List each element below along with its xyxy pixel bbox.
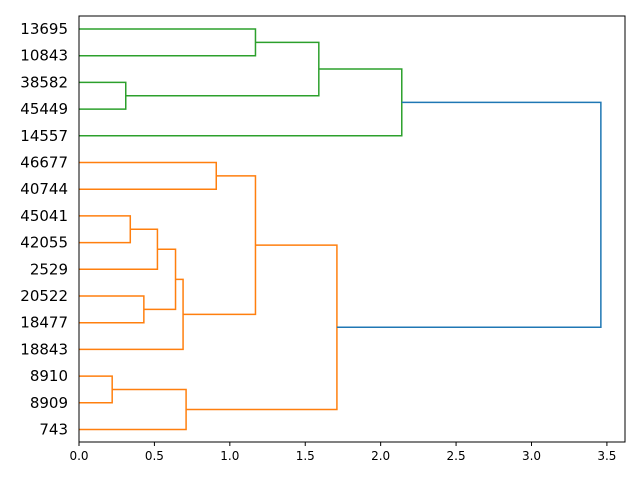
x-tick-label: 3.0 [522,449,541,463]
leaf-label: 10843 [20,47,68,65]
dendrogram-links [79,28,602,431]
dendrogram-link [79,388,187,431]
leaf-label: 8910 [30,367,68,385]
dendrogram-link [79,81,127,110]
leaf-labels: 13695 10843 38582 45449 14557 46677 40744 45041… [20,20,68,439]
dendrogram-link [183,175,257,316]
leaf-label: 46677 [20,154,68,172]
dendrogram-link [79,161,218,190]
dendrogram-link [79,278,184,351]
plot-frame [78,15,626,443]
dendrogram-link [79,68,403,137]
dendrogram-link [79,28,257,57]
dendrogram-link [125,41,320,97]
x-tick-label: 2.0 [371,449,390,463]
dendrogram-link [79,228,159,271]
dendrogram-link [186,244,338,411]
x-axis-ticks: 0.0 0.5 1.0 1.5 2.0 2.5 3.0 3.5 [69,442,616,463]
leaf-label: 18843 [20,340,68,358]
leaf-label: 18477 [20,314,68,332]
leaf-label: 2529 [30,260,68,278]
leaf-label: 42055 [20,234,68,252]
dendrogram-link [79,295,145,324]
leaf-label: 45041 [20,207,68,225]
leaf-label: 20522 [20,287,68,305]
dendrogram-link [336,101,602,329]
leaf-label: 38582 [20,73,68,91]
dendrogram-link [79,375,113,404]
x-tick-label: 1.5 [296,449,315,463]
leaf-label: 8909 [30,394,68,412]
x-tick-label: 1.0 [220,449,239,463]
leaf-label: 14557 [20,127,68,145]
x-tick-label: 2.5 [447,449,466,463]
x-tick-label: 3.5 [597,449,616,463]
leaf-label: 743 [39,421,68,439]
leaf-label: 13695 [20,20,68,38]
leaf-label: 45449 [20,100,68,118]
dendrogram-link [143,248,177,311]
dendrogram-link [79,215,132,244]
x-tick-label: 0.0 [69,449,88,463]
leaf-label: 40744 [20,180,68,198]
x-tick-label: 0.5 [145,449,164,463]
